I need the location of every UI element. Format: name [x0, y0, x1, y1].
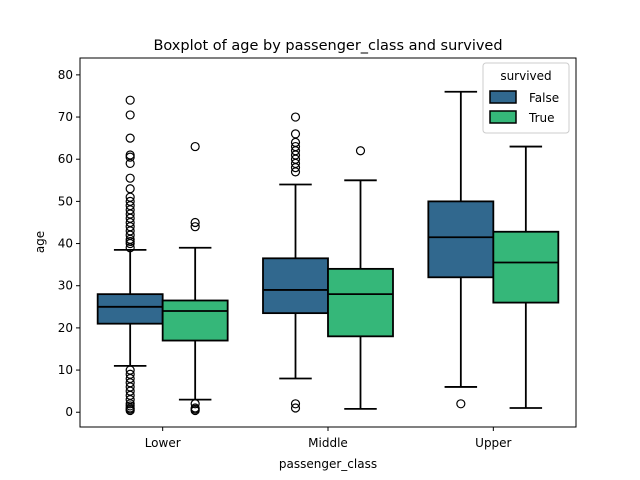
- outlier-point: [125, 110, 135, 120]
- outlier-point: [290, 141, 301, 152]
- x-tick-label: Upper: [475, 436, 511, 450]
- outlier-point: [190, 403, 200, 413]
- y-tick-label: 40: [58, 237, 73, 251]
- outlier-point: [456, 399, 466, 409]
- iqr-box: [96, 293, 164, 325]
- iqr-box: [427, 200, 495, 279]
- y-tick-label: 50: [58, 194, 73, 208]
- outlier-point: [125, 133, 135, 143]
- outlier-point: [290, 403, 301, 413]
- x-tick-label: Middle: [308, 436, 348, 450]
- legend-label-true: True: [528, 111, 555, 125]
- outlier-point: [125, 173, 135, 183]
- legend: survived False True: [482, 62, 570, 134]
- iqr-box: [262, 257, 329, 315]
- outlier-point: [290, 129, 301, 139]
- outlier-point: [190, 141, 200, 152]
- y-tick-label: 10: [58, 363, 73, 377]
- box-true-lower: [161, 141, 229, 416]
- iqr-box: [327, 267, 394, 338]
- outlier-point: [125, 184, 135, 194]
- outlier-point: [290, 112, 301, 122]
- legend-swatch-false: [489, 90, 517, 104]
- legend-title: survived: [500, 69, 551, 83]
- outlier-point: [125, 196, 135, 206]
- x-axis: Lower Middle Upper: [145, 427, 512, 450]
- box-true-middle: [327, 146, 394, 410]
- chart-title: Boxplot of age by passenger_class and su…: [153, 38, 502, 54]
- y-tick-label: 70: [58, 110, 73, 124]
- outlier-point: [125, 369, 135, 379]
- iqr-box: [492, 230, 560, 304]
- x-tick-label: Lower: [145, 436, 181, 450]
- outlier-point: [125, 95, 135, 105]
- legend-entries: False True: [489, 90, 559, 125]
- y-axis: 0 10 20 30 40 50 60 70 80: [58, 68, 80, 419]
- outlier-point: [125, 365, 135, 375]
- outlier-point: [125, 150, 135, 160]
- x-axis-label: passenger_class: [279, 457, 377, 471]
- legend-swatch-true: [489, 110, 517, 124]
- outlier-point: [190, 217, 200, 228]
- plot-marks: [96, 90, 560, 416]
- y-axis-label: age: [33, 231, 47, 253]
- outlier-point: [355, 146, 366, 156]
- y-tick-label: 20: [58, 321, 73, 335]
- box-false-upper: [427, 90, 495, 409]
- iqr-box: [161, 299, 229, 342]
- y-tick-label: 80: [58, 68, 73, 82]
- box-false-middle: [262, 112, 329, 413]
- legend-label-false: False: [529, 91, 559, 105]
- y-tick-label: 60: [58, 152, 73, 166]
- box-false-lower: [96, 95, 164, 416]
- outlier-point: [290, 399, 301, 409]
- y-tick-label: 30: [58, 279, 73, 293]
- outlier-point: [190, 399, 200, 409]
- box-true-upper: [492, 145, 560, 409]
- y-tick-label: 0: [65, 405, 73, 419]
- outlier-point: [190, 222, 200, 232]
